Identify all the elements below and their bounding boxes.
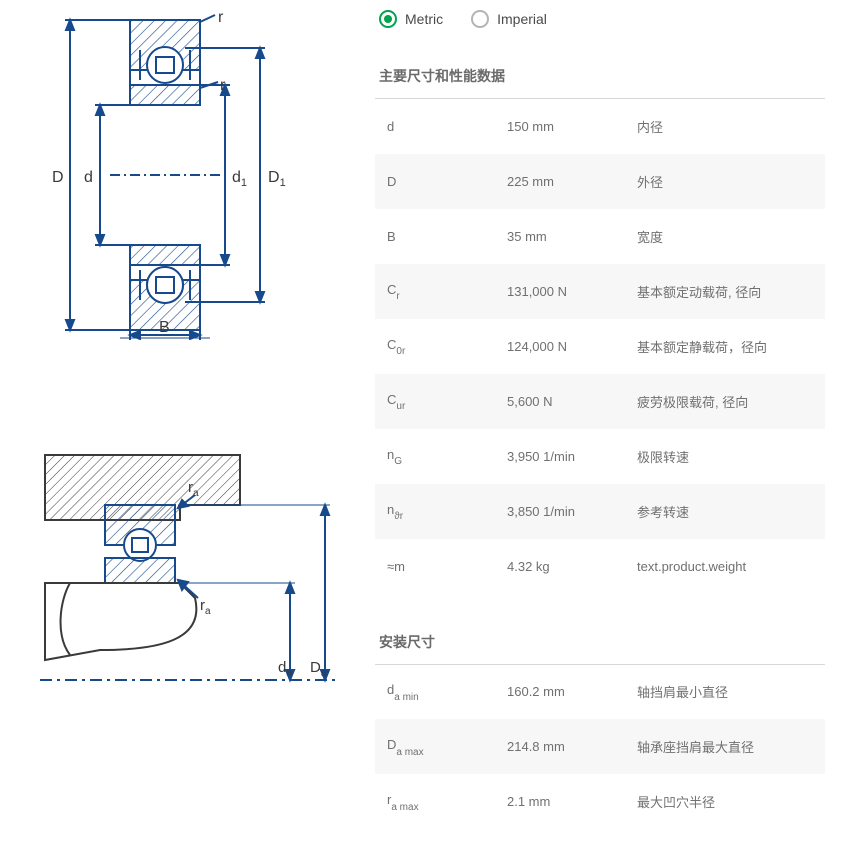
imperial-label: Imperial [497,11,547,27]
unit-toggle: Metric Imperial [375,10,825,58]
description-cell: 外径 [625,154,825,209]
value-cell: 160.2 mm [495,664,625,719]
description-cell: 轴挡肩最小直径 [625,664,825,719]
main-data-table: d150 mm内径D225 mm外径B35 mm宽度Cr131,000 N基本额… [375,98,825,594]
symbol-cell: ra max [375,774,495,829]
value-cell: 5,600 N [495,374,625,429]
value-cell: 3,950 1/min [495,429,625,484]
symbol-cell: B [375,209,495,264]
bearing-cross-section-diagram: D d d1 D1 r r B [40,10,345,340]
diagram-label-r-top: r [218,10,224,26]
symbol-cell: nϑr [375,484,495,539]
description-cell: 轴承座挡肩最大直径 [625,719,825,774]
table-row: Cur5,600 N疲劳极限载荷, 径向 [375,374,825,429]
description-cell: text.product.weight [625,539,825,594]
metric-label: Metric [405,11,443,27]
description-cell: 疲劳极限载荷, 径向 [625,374,825,429]
radio-unselected-icon [471,10,489,28]
symbol-cell: Cur [375,374,495,429]
table-row: B35 mm宽度 [375,209,825,264]
value-cell: 35 mm [495,209,625,264]
table-row: nG3,950 1/min极限转速 [375,429,825,484]
value-cell: 2.1 mm [495,774,625,829]
description-cell: 参考转速 [625,484,825,539]
symbol-cell: Cr [375,264,495,319]
diagram-label-d: d [84,169,93,186]
symbol-cell: D [375,154,495,209]
diagram-label-D: D [52,169,64,186]
table-row: d150 mm内径 [375,99,825,154]
table-row: C0r124,000 N基本额定静载荷，径向 [375,319,825,374]
symbol-cell: d [375,99,495,154]
mounting-data-table: da min160.2 mm轴挡肩最小直径Da max214.8 mm轴承座挡肩… [375,664,825,830]
metric-radio[interactable]: Metric [379,10,443,28]
symbol-cell: da min [375,664,495,719]
table-row: ≈m4.32 kgtext.product.weight [375,539,825,594]
mounting-section-title: 安装尺寸 [375,624,825,664]
table-row: ra max2.1 mm最大凹穴半径 [375,774,825,829]
symbol-cell: Da max [375,719,495,774]
description-cell: 最大凹穴半径 [625,774,825,829]
diagram2-label-ra-bot: ra [200,597,211,617]
value-cell: 150 mm [495,99,625,154]
radio-selected-icon [379,10,397,28]
description-cell: 基本额定动载荷, 径向 [625,264,825,319]
diagram-label-D1: D1 [268,169,286,189]
symbol-cell: nG [375,429,495,484]
table-row: Cr131,000 N基本额定动载荷, 径向 [375,264,825,319]
main-section-title: 主要尺寸和性能数据 [375,58,825,98]
description-cell: 宽度 [625,209,825,264]
table-row: D225 mm外径 [375,154,825,209]
value-cell: 225 mm [495,154,625,209]
value-cell: 4.32 kg [495,539,625,594]
diagram-label-r-mid: r [220,77,226,94]
value-cell: 3,850 1/min [495,484,625,539]
description-cell: 基本额定静载荷，径向 [625,319,825,374]
value-cell: 124,000 N [495,319,625,374]
symbol-cell: ≈m [375,539,495,594]
value-cell: 214.8 mm [495,719,625,774]
table-row: da min160.2 mm轴挡肩最小直径 [375,664,825,719]
table-row: nϑr3,850 1/min参考转速 [375,484,825,539]
description-cell: 极限转速 [625,429,825,484]
mounting-diagram: ra ra da Da [40,450,345,710]
value-cell: 131,000 N [495,264,625,319]
table-row: Da max214.8 mm轴承座挡肩最大直径 [375,719,825,774]
diagram-label-B: B [159,319,170,336]
description-cell: 内径 [625,99,825,154]
diagram-label-d1: d1 [232,169,247,189]
symbol-cell: C0r [375,319,495,374]
imperial-radio[interactable]: Imperial [471,10,547,28]
